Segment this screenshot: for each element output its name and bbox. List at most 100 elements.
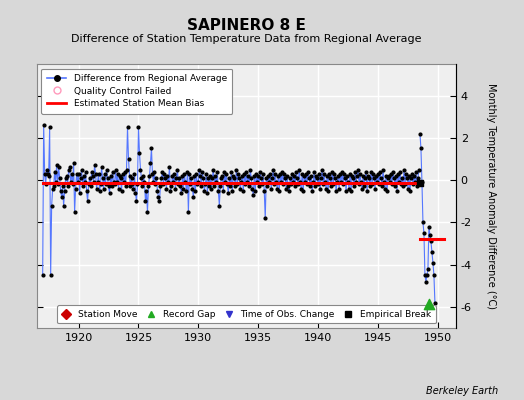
Point: [101, 171, 109, 177]
Point: [303, 181, 311, 188]
Point: [221, 179, 230, 186]
Point: [117, 188, 126, 194]
Point: [225, 175, 234, 181]
Point: [205, 183, 214, 190]
Point: [122, 166, 130, 173]
Point: [154, 194, 162, 200]
Point: [406, 188, 414, 194]
Point: [318, 166, 326, 173]
Point: [428, 249, 436, 255]
Point: [179, 186, 188, 192]
Point: [160, 171, 169, 177]
Point: [391, 183, 399, 190]
Point: [74, 171, 83, 177]
Point: [268, 175, 277, 181]
Point: [323, 173, 331, 179]
Point: [400, 166, 408, 173]
Point: [282, 186, 290, 192]
Point: [371, 186, 379, 192]
Point: [96, 181, 105, 188]
Point: [191, 188, 200, 194]
Point: [198, 168, 206, 175]
Point: [91, 171, 100, 177]
Point: [271, 171, 279, 177]
Point: [171, 186, 180, 192]
Point: [354, 166, 362, 173]
Point: [265, 179, 274, 186]
Point: [417, 145, 425, 152]
Point: [359, 173, 367, 179]
Point: [402, 171, 410, 177]
Point: [385, 173, 393, 179]
Point: [257, 175, 266, 181]
Point: [386, 179, 394, 186]
Point: [84, 181, 93, 188]
Point: [239, 188, 247, 194]
Point: [135, 150, 144, 156]
Point: [137, 175, 146, 181]
Point: [208, 175, 216, 181]
Point: [176, 183, 184, 190]
Point: [348, 173, 356, 179]
Point: [133, 181, 141, 188]
Point: [149, 179, 158, 186]
Point: [419, 219, 427, 226]
Legend: Station Move, Record Gap, Time of Obs. Change, Empirical Break: Station Move, Record Gap, Time of Obs. C…: [57, 306, 435, 324]
Point: [349, 175, 357, 181]
Point: [275, 188, 283, 194]
Point: [190, 173, 199, 179]
Text: Berkeley Earth: Berkeley Earth: [425, 386, 498, 396]
Point: [193, 181, 202, 188]
Point: [97, 164, 106, 171]
Point: [194, 179, 203, 186]
Point: [155, 198, 163, 204]
Point: [368, 181, 376, 188]
Point: [181, 179, 190, 186]
Point: [62, 173, 71, 179]
Point: [197, 183, 205, 190]
Point: [307, 173, 315, 179]
Point: [276, 171, 285, 177]
Point: [384, 175, 392, 181]
Point: [80, 179, 89, 186]
Point: [177, 190, 185, 196]
Point: [141, 198, 150, 204]
Point: [389, 168, 397, 175]
Point: [195, 166, 203, 173]
Point: [325, 171, 333, 177]
Point: [78, 166, 86, 173]
Point: [90, 162, 99, 168]
Point: [209, 166, 217, 173]
Point: [425, 232, 434, 238]
Point: [283, 173, 291, 179]
Point: [319, 181, 328, 188]
Point: [346, 171, 354, 177]
Point: [51, 179, 60, 186]
Point: [289, 179, 298, 186]
Point: [107, 183, 116, 190]
Point: [254, 173, 263, 179]
Point: [42, 166, 51, 173]
Point: [284, 183, 292, 190]
Point: [412, 168, 420, 175]
Point: [410, 173, 418, 179]
Point: [226, 183, 235, 190]
Point: [372, 173, 380, 179]
Point: [206, 173, 214, 179]
Point: [53, 181, 62, 188]
Point: [292, 168, 300, 175]
Point: [52, 162, 61, 168]
Point: [81, 168, 90, 175]
Point: [418, 179, 426, 186]
Point: [398, 175, 406, 181]
Point: [364, 173, 372, 179]
Point: [299, 188, 308, 194]
Point: [162, 186, 171, 192]
Point: [422, 278, 430, 285]
Point: [278, 168, 287, 175]
Point: [82, 188, 91, 194]
Point: [309, 179, 318, 186]
Point: [423, 272, 431, 278]
Point: [383, 188, 391, 194]
Point: [312, 173, 320, 179]
